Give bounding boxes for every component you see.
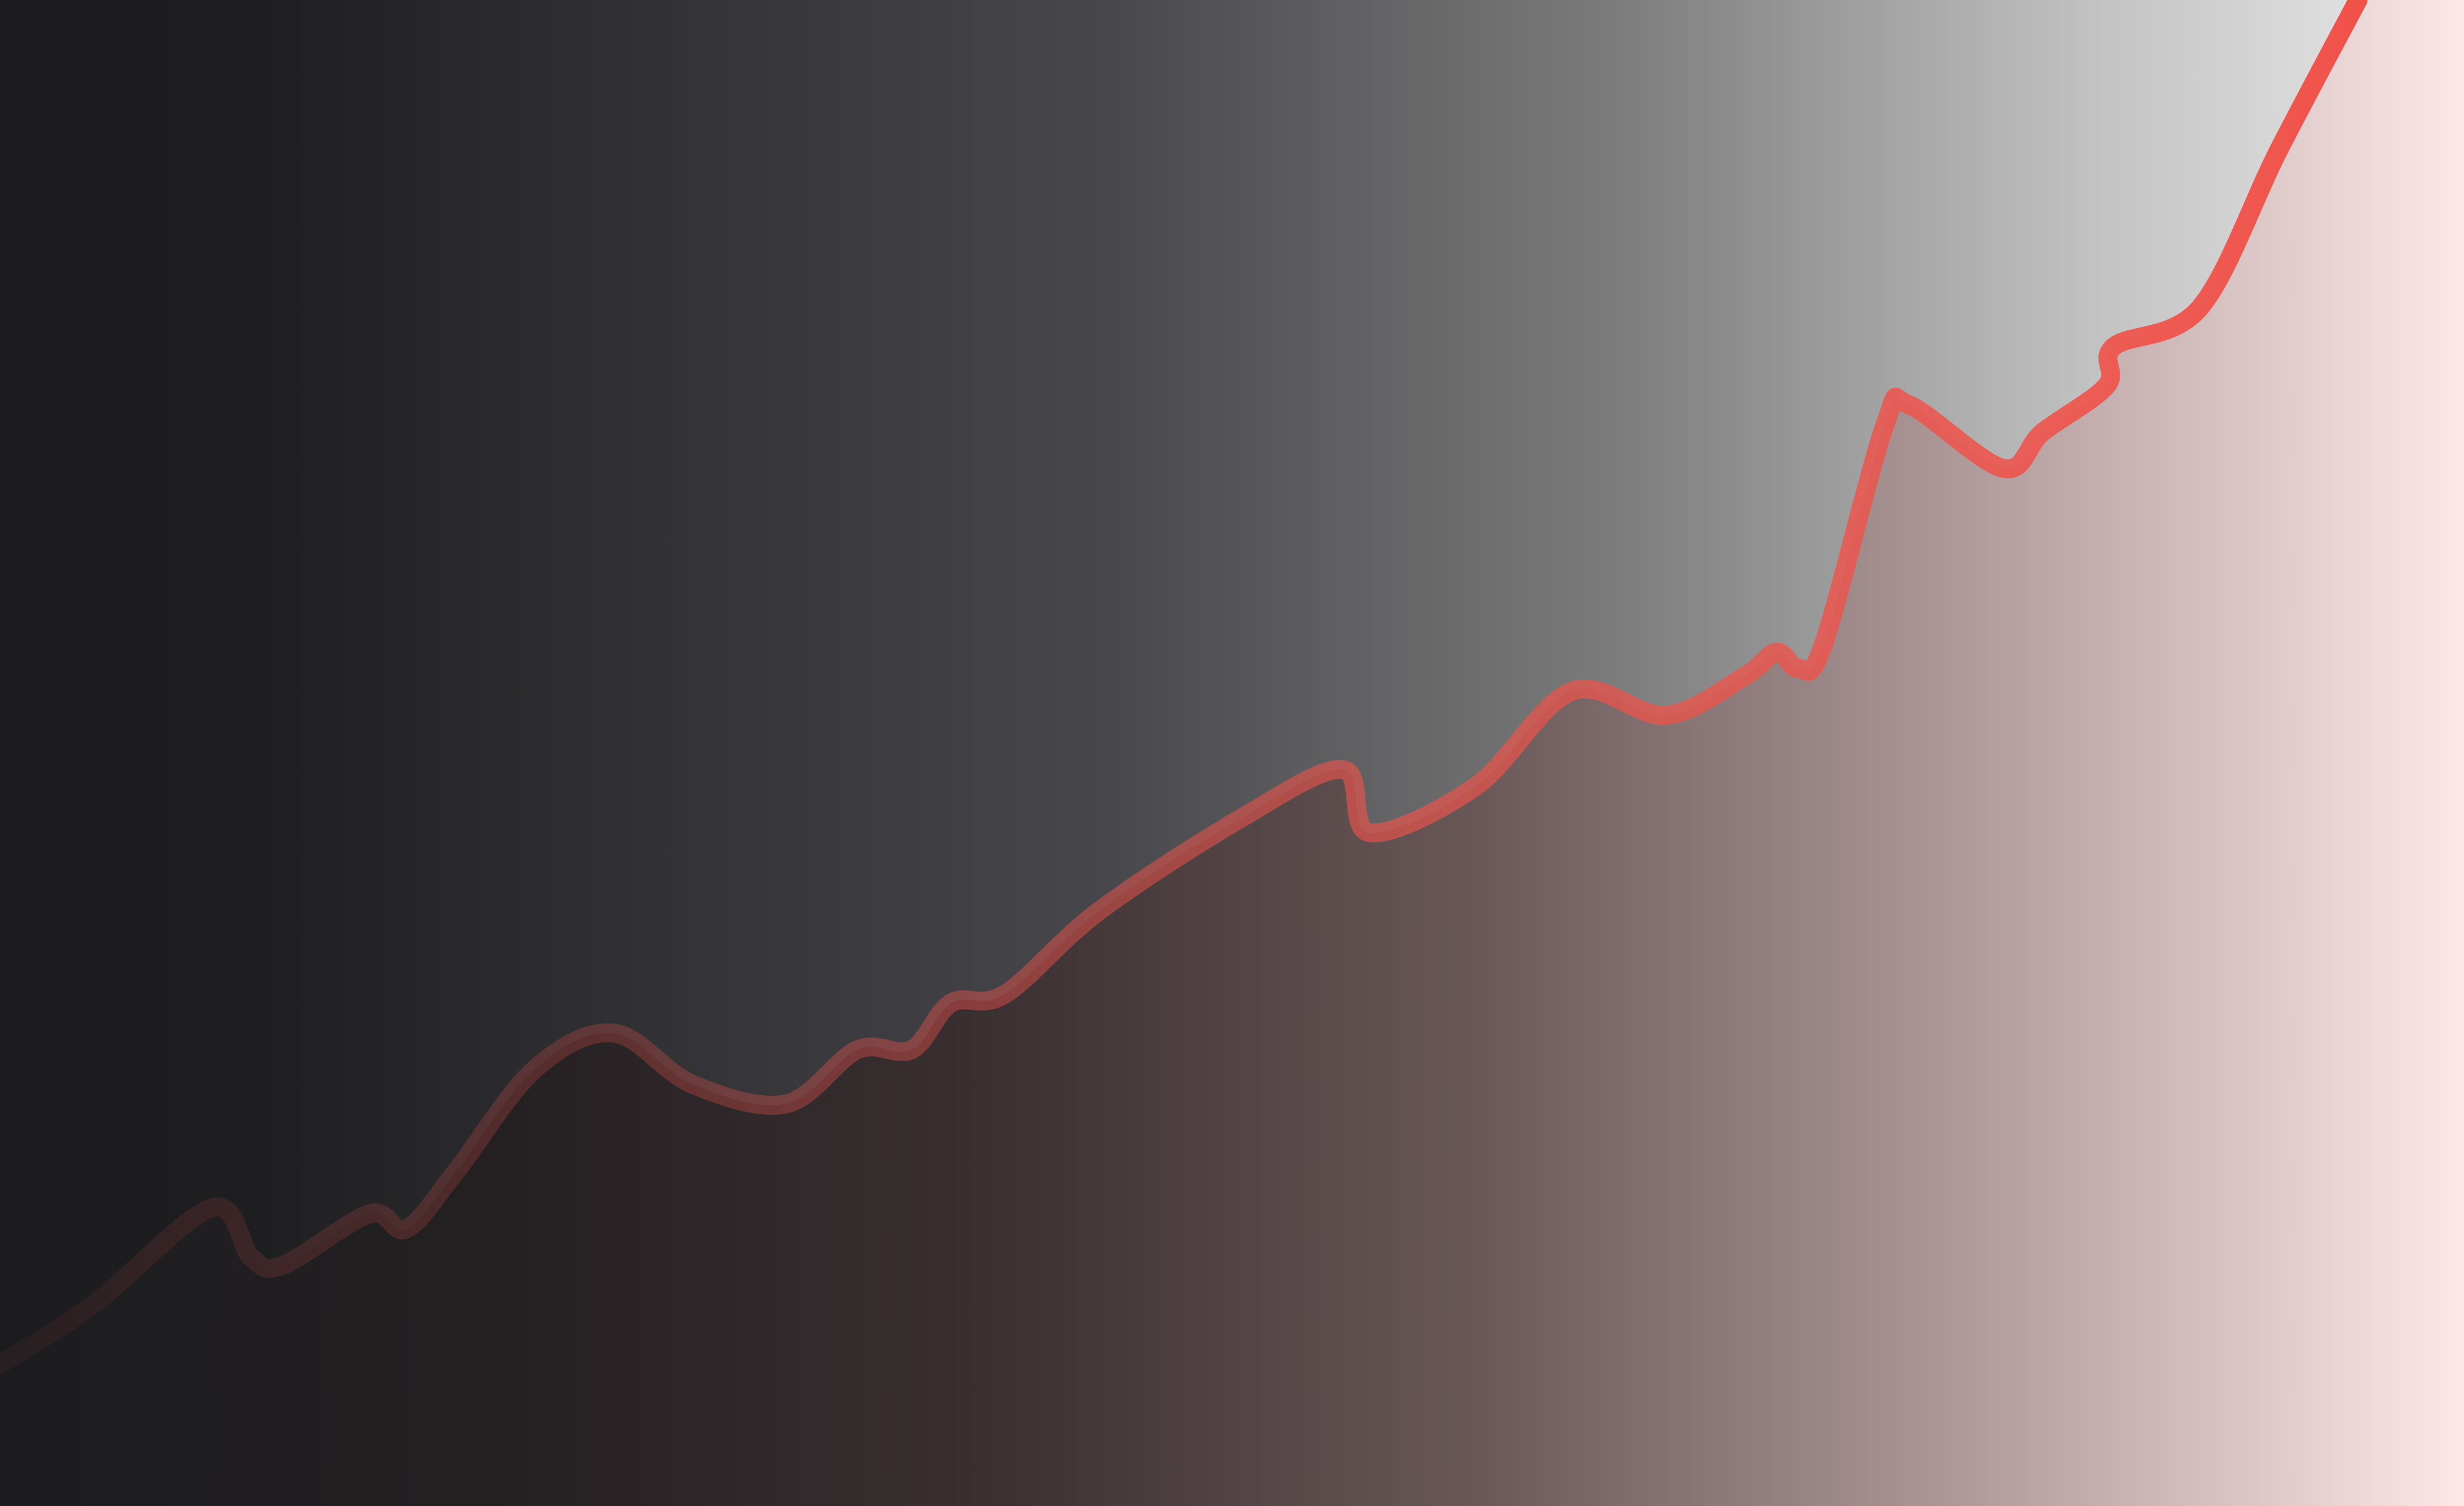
line <box>0 0 2368 1374</box>
